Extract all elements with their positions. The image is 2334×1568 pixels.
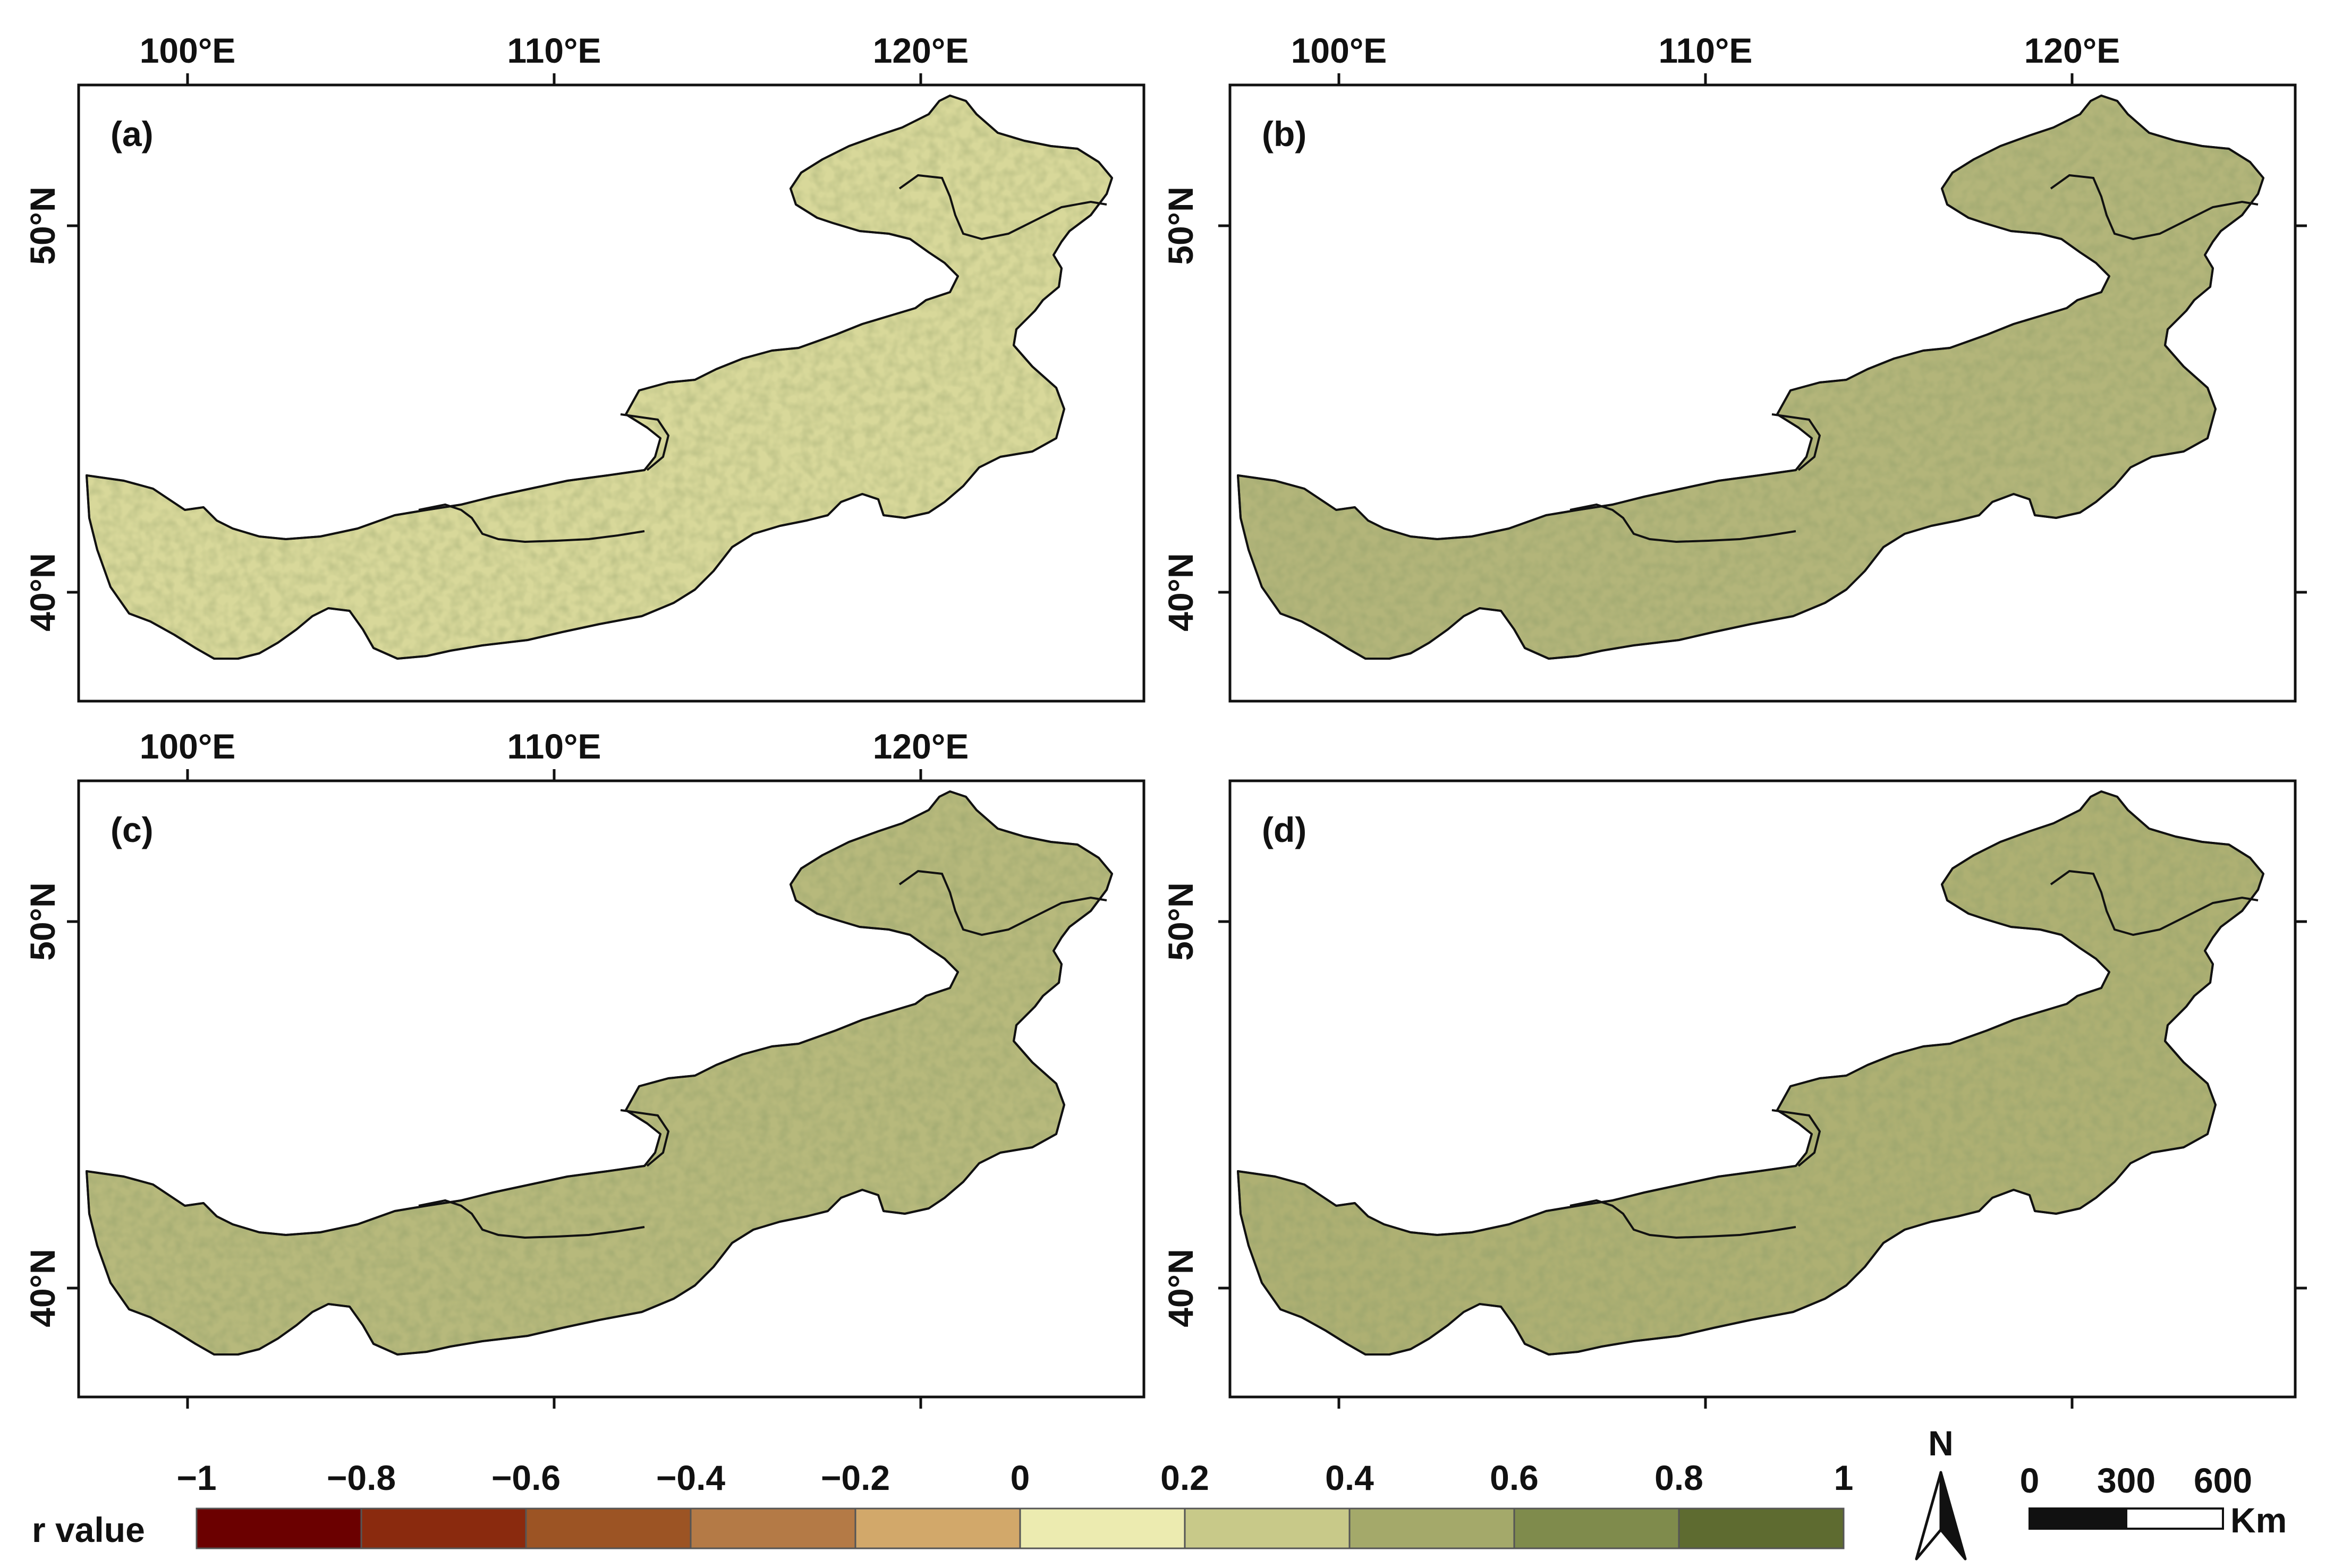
zone-boundary [418, 1199, 645, 1239]
panel-label: (d) [1262, 810, 1306, 849]
scale-tick-300: 300 [2097, 1461, 2155, 1500]
colorbar-bin [1184, 1507, 1351, 1549]
zone-boundary [620, 1109, 670, 1167]
colorbar-bin [1019, 1507, 1186, 1549]
colorbar-bin [1513, 1507, 1680, 1549]
colorbar-bin [1678, 1507, 1845, 1549]
zone-boundary [620, 413, 670, 471]
zone-boundary [1569, 503, 1796, 543]
colorbar-bin [1348, 1507, 1515, 1549]
map-panel-b: (b) 100°E 110°E 120°E 40°N 50°N [1161, 31, 2307, 703]
map-panel-a: (a) 100°E 110°E 120°E 40°N 50°N [23, 31, 1145, 703]
zone-boundary [2050, 174, 2259, 241]
y-tick-label: 40°N [23, 553, 62, 631]
panel-label: (a) [111, 114, 154, 154]
colorbar-bin [360, 1507, 527, 1549]
north-arrow-label: N [1928, 1424, 1954, 1463]
zone-boundary [1771, 413, 1821, 471]
zone-boundary [1569, 1199, 1796, 1239]
colorbar-tick-label: −0.2 [821, 1458, 890, 1497]
colorbar-tick-label: −0.8 [327, 1458, 396, 1497]
colorbar-tick-label: 0.8 [1654, 1458, 1703, 1497]
zone-boundary [2050, 870, 2259, 936]
scale-tick-600: 600 [2194, 1461, 2252, 1500]
colorbar-tick-label: 0.6 [1490, 1458, 1539, 1497]
colorbar-tick-label: 0.2 [1160, 1458, 1209, 1497]
colorbar-bin [525, 1507, 692, 1549]
colorbar-tick-label: −0.6 [491, 1458, 561, 1497]
colorbar-bin [196, 1507, 362, 1549]
y-tick-label: 50°N [23, 186, 62, 265]
colorbar-legend: r value −1 −0.8 −0.6 −0.4 −0.2 0 0.2 0.4 0.6 0.8 1 [32, 1458, 1853, 1549]
y-tick-label: 40°N [1161, 1249, 1200, 1327]
y-tick-label: 50°N [23, 882, 62, 960]
map-panel-d: (d) 40°N 50°N [1161, 779, 2307, 1409]
y-tick-label: 50°N [1161, 186, 1200, 265]
zone-boundary [898, 174, 1107, 241]
y-tick-label: 50°N [1161, 882, 1200, 960]
x-tick-label: 110°E [507, 31, 601, 70]
zone-boundary [1771, 1109, 1821, 1167]
x-tick-label: 120°E [873, 31, 969, 70]
colorbar-bin [690, 1507, 856, 1549]
zone-boundary [898, 870, 1107, 936]
colorbar-bin [854, 1507, 1021, 1549]
colorbar-tick-label: 1 [1834, 1458, 1854, 1497]
colorbar-tick-label: −1 [176, 1458, 216, 1497]
zone-boundary [418, 503, 645, 543]
scale-bar: 0 300 600 Km [2020, 1461, 2287, 1540]
colorbar-tick-label: −0.4 [656, 1458, 726, 1497]
x-tick-label: 100°E [1291, 31, 1387, 70]
y-tick-label: 40°N [23, 1249, 62, 1327]
scale-unit: Km [2230, 1501, 2287, 1540]
panel-label: (c) [111, 810, 154, 849]
x-tick-label: 120°E [2024, 31, 2120, 70]
colorbar-tick-label: 0.4 [1325, 1458, 1374, 1497]
x-tick-label: 110°E [507, 727, 601, 766]
x-tick-label: 110°E [1659, 31, 1753, 70]
y-tick-label: 40°N [1161, 553, 1200, 631]
x-tick-label: 120°E [873, 727, 969, 766]
colorbar-tick-label: 0 [1011, 1458, 1030, 1497]
colorbar-title: r value [32, 1510, 145, 1549]
map-panel-c: (c) 100°E 110°E 120°E 40°N 50°N [23, 727, 1145, 1409]
north-arrow-icon: N [1915, 1424, 1967, 1561]
panel-label: (b) [1262, 114, 1306, 154]
scale-tick-0: 0 [2020, 1461, 2040, 1500]
x-tick-label: 100°E [140, 31, 236, 70]
x-tick-label: 100°E [140, 727, 236, 766]
